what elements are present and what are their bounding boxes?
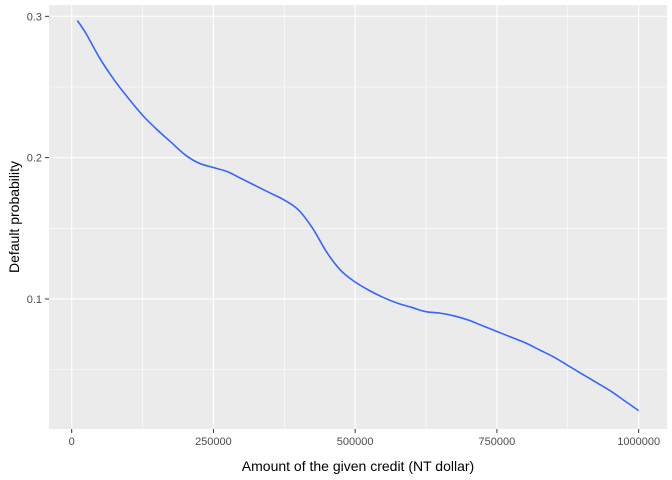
- y-tick-label: 0.1: [27, 294, 42, 306]
- y-axis: 0.1 0.2 0.3: [27, 11, 49, 306]
- x-tick-label: 750000: [479, 436, 516, 448]
- x-tick-label: 1000000: [617, 436, 660, 448]
- x-tick-label: 250000: [195, 436, 232, 448]
- x-axis: 0 250000 500000 750000 1000000: [69, 429, 660, 448]
- y-tick-label: 0.3: [27, 11, 42, 23]
- plot-panel: [49, 5, 667, 429]
- series-line: [76, 20, 640, 412]
- x-axis-title: Amount of the given credit (NT dollar): [242, 458, 474, 474]
- y-axis-title: Default probability: [6, 161, 22, 273]
- major-gridlines: [49, 5, 667, 429]
- x-tick-label: 0: [69, 436, 75, 448]
- y-tick-label: 0.2: [27, 153, 42, 165]
- series-layer: [76, 20, 640, 412]
- minor-gridlines: [49, 5, 667, 429]
- x-tick-label: 500000: [337, 436, 374, 448]
